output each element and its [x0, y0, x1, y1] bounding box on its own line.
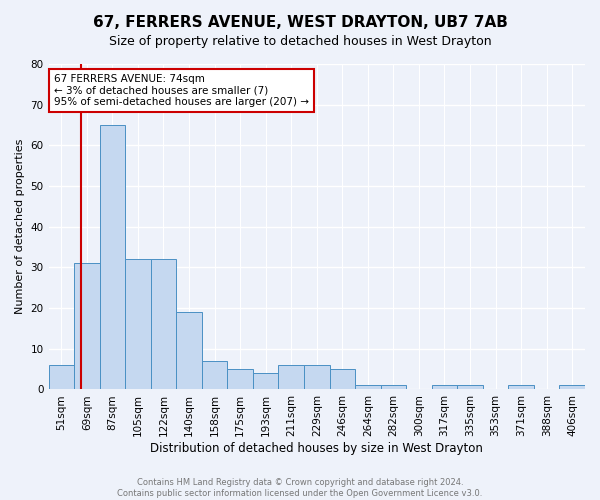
Bar [380, 386, 406, 390]
Bar [457, 386, 483, 390]
Bar [176, 312, 202, 390]
Bar [508, 386, 534, 390]
Y-axis label: Number of detached properties: Number of detached properties [15, 139, 25, 314]
Bar [100, 125, 125, 390]
Bar [151, 260, 176, 390]
Text: Size of property relative to detached houses in West Drayton: Size of property relative to detached ho… [109, 35, 491, 48]
Bar [227, 369, 253, 390]
Bar [125, 260, 151, 390]
Bar [432, 386, 457, 390]
Bar [304, 365, 329, 390]
Bar [329, 369, 355, 390]
Bar [278, 365, 304, 390]
Text: 67 FERRERS AVENUE: 74sqm
← 3% of detached houses are smaller (7)
95% of semi-det: 67 FERRERS AVENUE: 74sqm ← 3% of detache… [54, 74, 309, 107]
Bar [49, 365, 74, 390]
Bar [559, 386, 585, 390]
Text: 67, FERRERS AVENUE, WEST DRAYTON, UB7 7AB: 67, FERRERS AVENUE, WEST DRAYTON, UB7 7A… [92, 15, 508, 30]
Bar [202, 361, 227, 390]
X-axis label: Distribution of detached houses by size in West Drayton: Distribution of detached houses by size … [151, 442, 483, 455]
Text: Contains HM Land Registry data © Crown copyright and database right 2024.
Contai: Contains HM Land Registry data © Crown c… [118, 478, 482, 498]
Bar [253, 373, 278, 390]
Bar [355, 386, 380, 390]
Bar [74, 264, 100, 390]
